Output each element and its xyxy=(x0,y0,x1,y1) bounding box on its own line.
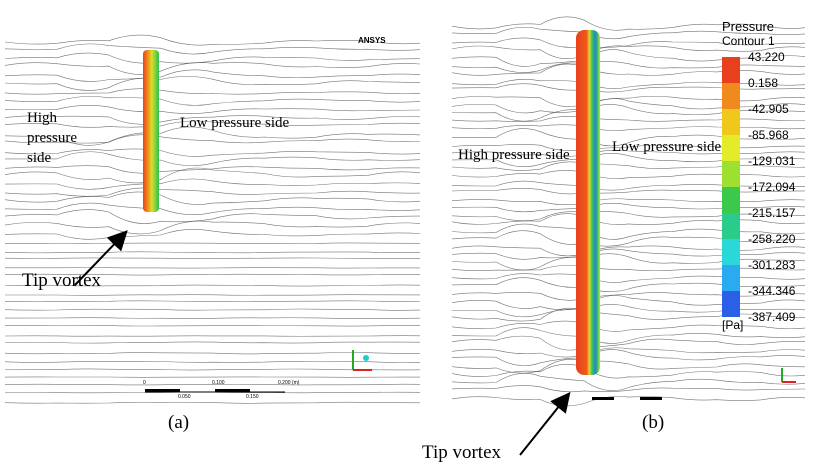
scale-label: 0.100 xyxy=(212,380,225,386)
streamline xyxy=(5,89,420,95)
high-pressure-label-a: High pressure side xyxy=(27,108,97,168)
streamline xyxy=(452,336,805,350)
scale-label: 0 xyxy=(143,380,146,386)
streamline xyxy=(5,342,420,343)
streamline xyxy=(5,188,420,196)
streamline xyxy=(5,192,420,205)
streamline xyxy=(5,309,420,310)
scale-label: 0.200 (m) xyxy=(278,380,299,386)
streamline xyxy=(452,397,805,406)
scale-bar-a xyxy=(145,389,285,392)
streamline xyxy=(5,336,420,337)
streamline xyxy=(5,301,420,302)
streamline xyxy=(5,295,420,296)
streamline xyxy=(452,373,805,390)
colorbar xyxy=(722,57,740,317)
streamline xyxy=(452,199,805,205)
streamline xyxy=(5,221,420,234)
streamline xyxy=(5,53,420,63)
legend-level: -258.220 xyxy=(748,232,795,246)
legend-level: -215.157 xyxy=(748,206,795,220)
streamline xyxy=(452,359,805,373)
streamline xyxy=(452,170,805,178)
legend-level: -387.409 xyxy=(748,310,795,324)
low-pressure-label-b: Low pressure side xyxy=(612,137,724,157)
axis-triad-b xyxy=(782,368,796,382)
scale-bar-b xyxy=(592,397,662,400)
arrow-b xyxy=(520,395,568,455)
figure: ANSYS High pressure side Low pressure si… xyxy=(0,0,820,469)
tip-vortex-label-b: Tip vortex xyxy=(422,442,501,464)
streamline-figure xyxy=(0,0,820,469)
legend-title: Pressure xyxy=(722,19,774,34)
streamline xyxy=(5,258,420,259)
panel-label-a: (a) xyxy=(168,412,189,434)
streamline xyxy=(5,243,420,244)
legend-unit: [Pa] xyxy=(722,318,743,332)
high-pressure-label-b: High pressure side xyxy=(458,145,576,165)
streamline xyxy=(452,386,805,392)
streamlines-a xyxy=(5,35,420,403)
legend-level: -172.094 xyxy=(748,180,795,194)
streamline xyxy=(5,352,420,353)
legend-subtitle: Contour 1 xyxy=(722,34,775,48)
streamline xyxy=(5,203,420,215)
legend-level: -301.283 xyxy=(748,258,795,272)
streamline xyxy=(5,96,420,105)
blade-b xyxy=(576,30,600,375)
legend-level: 43.220 xyxy=(748,50,785,64)
streamline xyxy=(5,63,420,75)
panel-label-b: (b) xyxy=(642,412,664,434)
streamline xyxy=(5,210,420,224)
streamline xyxy=(5,229,420,239)
streamline xyxy=(5,252,420,253)
legend-level: -42.905 xyxy=(748,102,789,116)
legend-level: 0.158 xyxy=(748,76,778,90)
streamline xyxy=(5,44,420,54)
scale-label: 0.150 xyxy=(246,394,259,400)
legend-level: -85.968 xyxy=(748,128,789,142)
scale-label: 0.050 xyxy=(178,394,191,400)
legend-level: -344.346 xyxy=(748,284,795,298)
streamline xyxy=(5,402,420,403)
streamline xyxy=(5,361,420,362)
blade-a xyxy=(143,50,159,212)
streamline xyxy=(5,325,420,326)
streamline xyxy=(5,318,420,319)
low-pressure-label-a: Low pressure side xyxy=(180,113,290,133)
streamline xyxy=(5,70,420,82)
streamline xyxy=(5,179,420,189)
tip-vortex-label-a: Tip vortex xyxy=(22,270,101,292)
legend-level: -129.031 xyxy=(748,154,795,168)
streamline xyxy=(452,64,805,75)
brand: ANSYS xyxy=(358,36,386,45)
